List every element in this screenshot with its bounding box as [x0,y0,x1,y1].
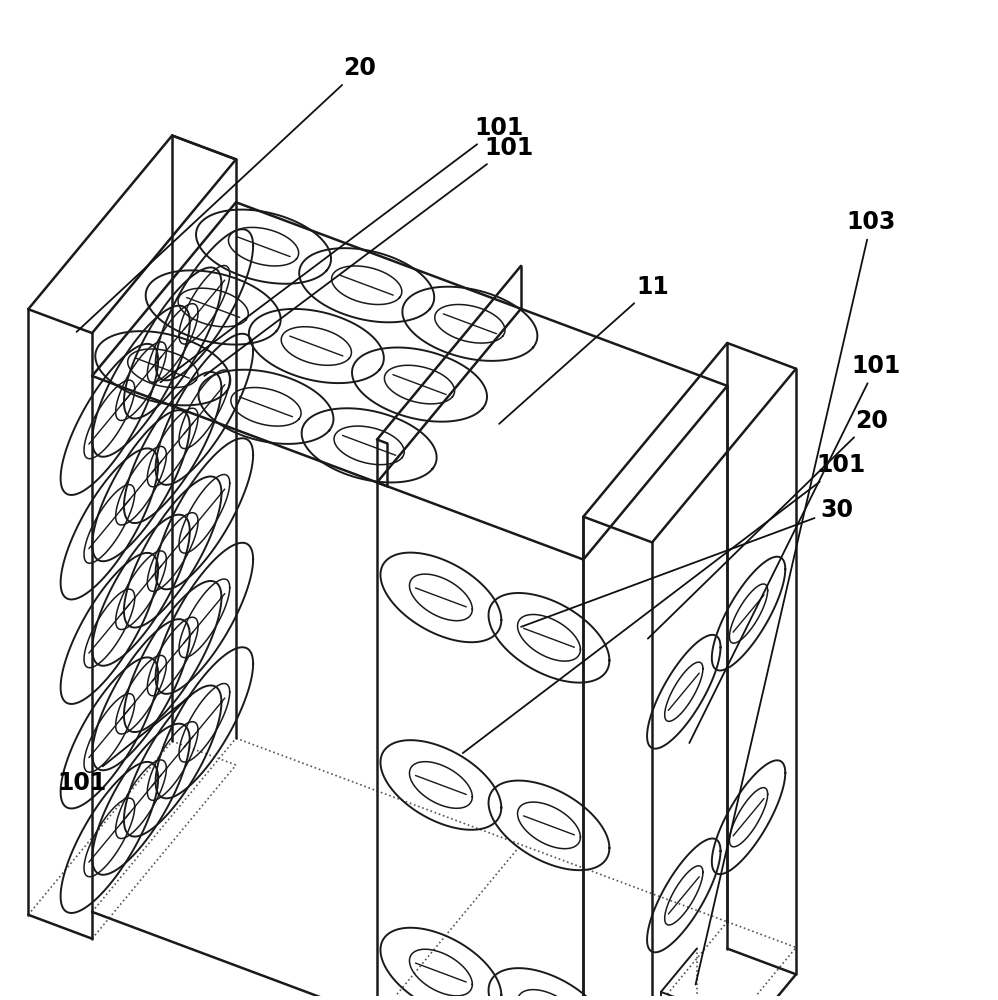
Text: 101: 101 [58,696,191,795]
Text: 30: 30 [521,498,853,627]
Text: 101: 101 [690,354,901,743]
Text: 20: 20 [77,56,376,332]
Text: 11: 11 [499,275,670,424]
Text: 101: 101 [463,453,866,753]
Text: 101: 101 [161,116,524,382]
Text: 13: 13 [0,999,1,1000]
Text: 20: 20 [648,409,887,639]
Text: 101: 101 [205,136,534,376]
Text: 103: 103 [696,210,896,985]
